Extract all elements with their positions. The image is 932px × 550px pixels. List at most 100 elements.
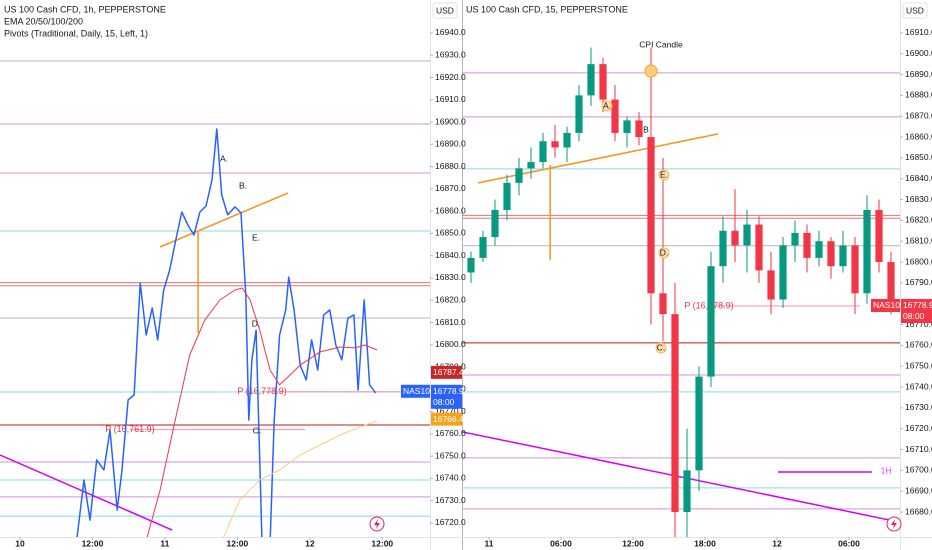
x-tick-label: 12:00 — [371, 538, 393, 548]
y-tick-label: 16840.0 — [905, 173, 932, 183]
y-tick-label: 16740.0 — [905, 381, 932, 391]
y-tick-label: 16850.0 — [435, 228, 466, 238]
candle-body — [599, 64, 607, 100]
currency-box — [902, 2, 928, 19]
right-plot: P (16,778.9) — [462, 47, 900, 537]
annotation: C. — [253, 425, 262, 435]
price-tag — [431, 365, 462, 379]
annotation-marker — [655, 342, 667, 354]
candle-body — [467, 257, 475, 273]
currency-box — [432, 2, 458, 19]
y-tick-label: 16810.0 — [905, 235, 932, 245]
candle-body — [683, 470, 691, 513]
y-tick-label: 16730.0 — [905, 402, 932, 412]
alert-icon — [369, 516, 385, 532]
overlay — [369, 64, 902, 532]
candle-body — [671, 314, 679, 513]
candle-body — [515, 168, 523, 183]
annotation-marker — [658, 247, 670, 259]
annotation: 1H — [881, 465, 892, 475]
y-tick-label: 16870.0 — [435, 183, 466, 193]
price-tag — [431, 412, 462, 426]
candle-body — [539, 141, 547, 163]
x-tick-label: 06:00 — [838, 538, 860, 548]
y-tick-label: 16880.0 — [905, 90, 932, 100]
price-tag-time: 08:00 — [903, 311, 925, 321]
candle-body — [491, 209, 499, 238]
annotation: A. — [220, 153, 228, 163]
y-tick-label: 16720.0 — [435, 517, 466, 527]
chart-title: US 100 Cash CFD, 1h, PEPPERSTONE — [4, 4, 166, 14]
candle-body — [623, 120, 631, 133]
candle-body — [767, 270, 775, 300]
y-tick-label: 16790.0 — [905, 277, 932, 287]
price-tag — [431, 384, 462, 409]
x-tick-label: 12:00 — [622, 538, 644, 548]
candle-body — [563, 132, 571, 148]
y-tick-label: 16860.0 — [435, 205, 466, 215]
annotation: E. — [660, 169, 668, 179]
y-tick-label: 16860.0 — [905, 131, 932, 141]
annotation: A. — [603, 100, 611, 110]
trend-line — [462, 431, 899, 523]
candle-body — [887, 262, 895, 306]
candle-body — [839, 245, 847, 267]
annotation: CPI Candle — [639, 39, 683, 49]
x-tick-label: 10 — [15, 538, 25, 548]
trend-line — [159, 192, 289, 248]
candle-body — [779, 245, 787, 300]
y-tick-label: 16900.0 — [435, 116, 466, 126]
x-tick-label: 11 — [485, 538, 494, 548]
candle-body — [527, 162, 535, 169]
y-tick-label: 16930.0 — [435, 49, 466, 59]
y-tick-label: 16830.0 — [905, 194, 932, 204]
y-tick-label: 16770.0 — [435, 406, 466, 416]
y-tick-label: 16910.0 — [435, 94, 466, 104]
symbol-tag-label: NAS100 — [873, 300, 905, 310]
annotation: D. — [660, 247, 669, 257]
price-line — [76, 128, 377, 537]
candle-body — [647, 137, 655, 294]
annotation: E. — [252, 232, 260, 242]
y-tick-label: 16940.0 — [435, 27, 466, 37]
symbol-tag-label: NAS100 — [403, 386, 435, 396]
annotation: B — [643, 124, 649, 134]
y-tick-label: 16750.0 — [905, 360, 932, 370]
y-tick-label: 16750.0 — [435, 450, 466, 460]
x-tick-label: 06:00 — [550, 538, 572, 548]
x-tick-label: 12 — [305, 538, 315, 548]
candle-body — [551, 141, 559, 148]
pivot-label: P (16,778.9) — [237, 386, 286, 396]
annotation-marker — [658, 169, 670, 181]
y-tick-label: 16770.0 — [905, 319, 932, 329]
y-tick-label: 16710.0 — [905, 444, 932, 454]
y-tick-label: 16920.0 — [435, 72, 466, 82]
candle-body — [863, 209, 871, 294]
candle-body — [719, 230, 727, 267]
y-tick-label: 16700.0 — [905, 465, 932, 475]
y-tick-label: 16910.0 — [905, 27, 932, 37]
candle-body — [479, 237, 487, 258]
annotation: B. — [239, 180, 247, 190]
candle-body — [659, 293, 667, 315]
candle-body — [635, 120, 643, 138]
price-line — [222, 420, 378, 537]
price-tag-label: 16778.9 — [433, 386, 464, 396]
pivot-label: P (16,761.9) — [105, 424, 154, 434]
y-tick-label: 16810.0 — [435, 317, 466, 327]
candle-body — [743, 224, 751, 246]
annotation-marker — [601, 100, 613, 112]
candle-body — [575, 95, 583, 133]
y-tick-label: 16740.0 — [435, 473, 466, 483]
y-tick-label: 16880.0 — [435, 161, 466, 171]
candle-body — [731, 230, 739, 246]
annotation: C. — [657, 342, 666, 352]
indicator-legend: Pivots (Traditional, Daily, 15, Left, 1) — [4, 28, 148, 38]
y-tick-label: 16890.0 — [435, 139, 466, 149]
annotation: D. — [252, 318, 261, 328]
candle-body — [695, 376, 703, 471]
price-tag-label: 16778.9 — [903, 300, 932, 310]
currency-label: USD — [436, 5, 454, 15]
x-tick-label: 12 — [772, 538, 782, 548]
